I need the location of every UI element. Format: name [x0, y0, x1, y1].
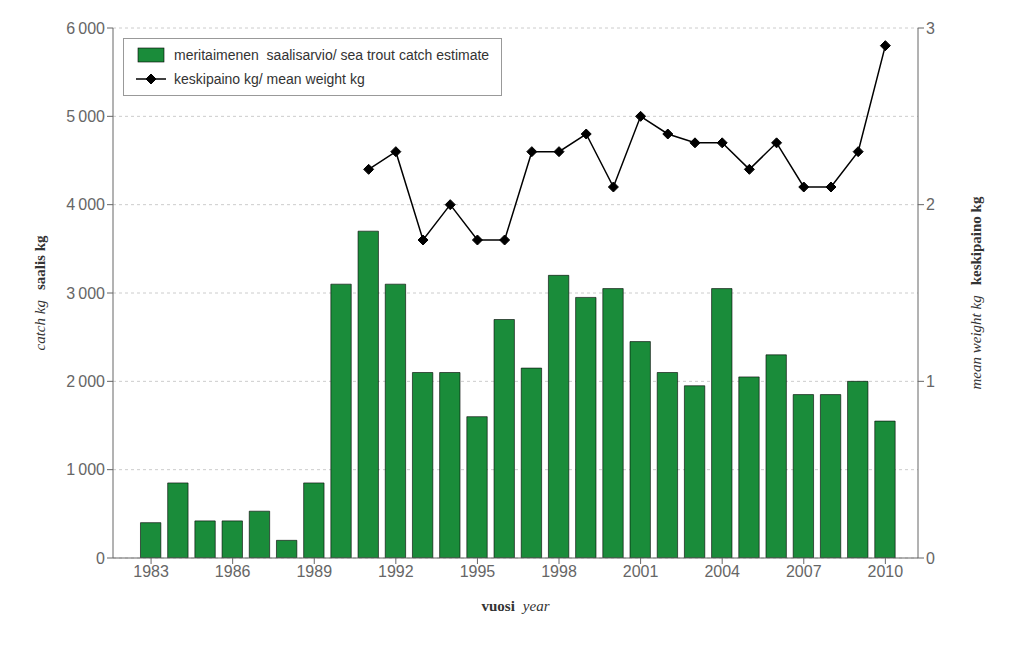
- svg-text:1986: 1986: [215, 563, 251, 580]
- svg-text:2007: 2007: [786, 563, 822, 580]
- svg-text:5 000: 5 000: [66, 108, 105, 125]
- svg-text:1 000: 1 000: [66, 461, 105, 478]
- svg-text:1998: 1998: [541, 563, 577, 580]
- svg-text:2 000: 2 000: [66, 373, 105, 390]
- svg-text:vuosiyear: vuosiyear: [481, 598, 549, 614]
- svg-text:mean weight kgkeskipaino kg: mean weight kgkeskipaino kg: [968, 196, 984, 389]
- svg-text:1: 1: [926, 373, 935, 390]
- svg-text:2010: 2010: [868, 563, 904, 580]
- svg-text:1995: 1995: [460, 563, 496, 580]
- svg-text:1983: 1983: [133, 563, 169, 580]
- svg-text:2: 2: [926, 196, 935, 213]
- svg-text:1989: 1989: [296, 563, 332, 580]
- svg-text:3 000: 3 000: [66, 285, 105, 302]
- svg-text:2004: 2004: [704, 563, 740, 580]
- svg-text:catch kgsaalis kg: catch kgsaalis kg: [32, 235, 48, 350]
- html-text:meritaimenen saalisarvio/ sea: meritaimenen saalisarvio/ sea trout catc…: [174, 47, 490, 63]
- svg-text:3: 3: [926, 20, 935, 37]
- svg-text:0: 0: [926, 550, 935, 567]
- svg-text:4 000: 4 000: [66, 196, 105, 213]
- svg-text:1992: 1992: [378, 563, 414, 580]
- html-text:keskipaino kg/ mean weight kg: keskipaino kg/ mean weight kg: [174, 71, 365, 87]
- svg-text:6 000: 6 000: [66, 20, 105, 37]
- svg-text:0: 0: [96, 550, 105, 567]
- svg-text:2001: 2001: [623, 563, 659, 580]
